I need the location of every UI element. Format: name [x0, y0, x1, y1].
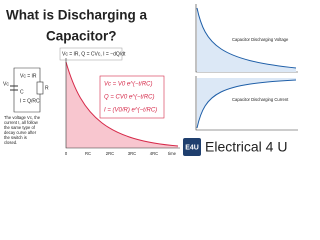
- x-label: time: [168, 151, 177, 156]
- chart-axes: [195, 76, 298, 131]
- chart-title: Capacitor Discharging Current: [232, 97, 289, 102]
- circuit-equation: Vc = IR: [20, 73, 37, 79]
- title-line: What is Discharging a: [6, 8, 148, 23]
- top-formula: Vc = IR, Q = CVc, I = −dQ/dt: [62, 51, 126, 57]
- logo-mark: E4U: [185, 144, 199, 151]
- formula: Q = CV0 e^(−t/RC): [104, 95, 155, 101]
- decay-area: [66, 62, 178, 148]
- current-area: [197, 78, 296, 128]
- circuit: Vc C R Vc = IR I = Q/RC The voltage Vc, …: [3, 67, 49, 145]
- formula-box: [99, 75, 165, 119]
- thumbnail: What is Discharging a Capacitor? Vc C R …: [3, 4, 298, 157]
- voltage-area: [197, 8, 296, 72]
- circuit-equation: I = Q/RC: [20, 98, 40, 104]
- voltage-chart: Capacitor Discharging Voltage: [195, 4, 298, 73]
- formula-box: [59, 47, 123, 61]
- x-label: 3RC: [128, 151, 136, 156]
- decay-chart: Vc = IR, Q = CVc, I = −dQ/dt Vc = V0 e^(…: [59, 47, 180, 156]
- note-line: decay curve after: [4, 130, 37, 135]
- note-line: the switch is: [4, 135, 27, 140]
- note-line: the same type of: [4, 125, 36, 130]
- logo-box: [183, 138, 201, 156]
- logo-text: Electrical 4 U: [205, 139, 287, 155]
- note-line: The voltage Vc, the: [4, 115, 41, 120]
- x-label: 4RC: [150, 151, 158, 156]
- chart-title: Capacitor Discharging Voltage: [232, 37, 289, 42]
- formula: I = (V0/R) e^(−t/RC): [104, 108, 157, 114]
- note-line: closed.: [4, 140, 17, 145]
- x-label: RC: [85, 151, 91, 156]
- chart-axes: [65, 58, 180, 149]
- x-label: 2RC: [106, 151, 114, 156]
- note-line: current I, all follow: [4, 120, 39, 125]
- voltage-curve: [196, 7, 297, 69]
- circuit-label: Vc: [3, 81, 9, 87]
- title-line: Capacitor?: [46, 29, 117, 44]
- resistor: [36, 81, 44, 95]
- logo: E4U Electrical 4 U: [183, 138, 287, 156]
- circuit-wire: [13, 67, 41, 113]
- current-curve: [196, 79, 297, 129]
- circuit-label: C: [20, 89, 24, 95]
- x-label: 0: [65, 151, 68, 156]
- formula: Vc = V0 e^(−t/RC): [104, 82, 153, 88]
- decay-curve: [65, 61, 179, 147]
- current-chart: Capacitor Discharging Current: [195, 76, 298, 131]
- circuit-label: R: [45, 85, 49, 91]
